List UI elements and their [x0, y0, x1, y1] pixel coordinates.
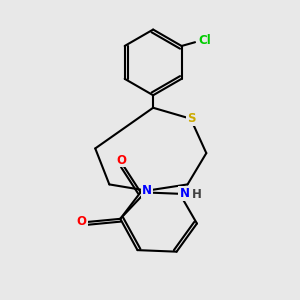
- Text: O: O: [116, 154, 127, 166]
- Text: H: H: [192, 188, 202, 201]
- Text: N: N: [179, 187, 189, 200]
- Text: Cl: Cl: [198, 34, 211, 47]
- Text: S: S: [187, 112, 196, 124]
- Text: O: O: [77, 215, 87, 229]
- Text: N: N: [142, 184, 152, 197]
